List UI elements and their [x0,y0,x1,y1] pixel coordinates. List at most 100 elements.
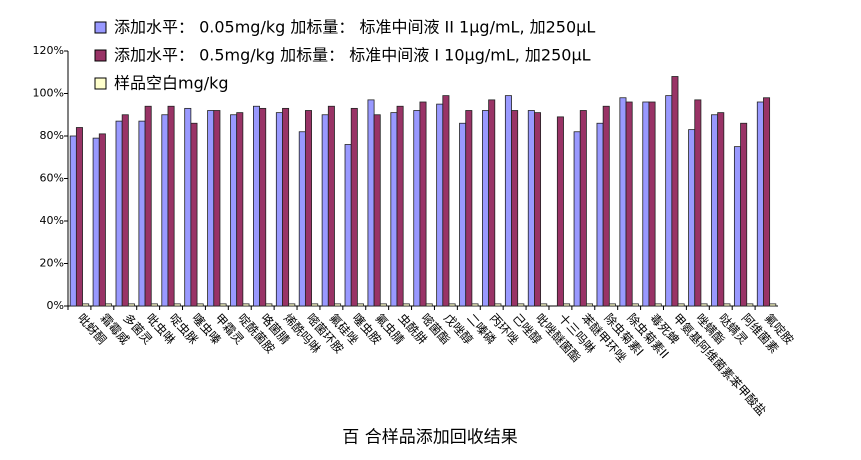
y-tick-label: 60% [40,172,64,185]
bar [465,110,473,307]
bar [488,99,496,307]
bar [173,303,181,307]
bar [121,114,129,307]
legend-swatch [94,77,107,90]
bar [82,303,90,307]
chart-title: 百 合样品添加回收结果 [342,428,517,448]
bar [425,303,433,307]
bar [746,303,754,307]
bar [763,97,771,307]
bar [665,95,673,307]
legend-swatch [94,21,107,34]
bar [253,105,260,307]
bar [344,144,352,307]
bar [207,110,215,307]
bar [511,110,519,307]
bar [442,95,450,307]
bar [717,112,725,307]
bar [379,303,387,307]
y-tick-label: 100% [33,87,64,100]
y-tick-label: 120% [33,44,64,57]
bar [642,101,650,307]
bar [625,101,633,307]
bar [190,122,198,307]
bar [482,110,490,307]
bar [356,303,364,307]
bar [648,101,656,307]
bar [75,127,83,307]
bar [304,110,312,307]
bar [219,303,227,307]
bar [184,107,192,307]
bar [459,122,467,307]
bar [733,146,741,307]
bar [92,137,100,307]
bar [677,303,685,307]
bar [367,99,375,307]
bar [671,76,679,307]
bar [396,105,404,307]
bar [527,110,535,307]
bar [619,97,627,307]
bar [138,120,146,307]
bar [321,114,329,307]
legend-label: 添加水平： 0.5mg/kg 加标量： 标准中间液 I 10μg/mL, 加25… [114,46,591,65]
legend-label: 添加水平： 0.05mg/kg 加标量： 标准中间液 II 1μg/mL, 加2… [114,18,595,37]
bar [573,131,581,307]
bar [756,101,764,307]
bar [288,303,296,307]
bar [471,303,479,307]
bar [688,129,696,307]
bar [413,110,421,307]
bar [723,303,731,307]
bar [517,303,525,307]
bar [448,303,456,307]
bar [579,110,587,307]
y-tick-label: 40% [40,214,64,227]
bar [213,110,221,307]
bar [700,303,708,307]
bar [654,303,662,307]
bar [105,303,113,307]
bar [230,114,238,307]
bar [334,303,342,307]
bar [504,95,512,307]
bar [242,303,250,307]
bar [127,303,135,307]
bar [161,114,169,307]
bar [402,303,410,307]
bar [167,105,175,307]
bar [236,112,244,307]
bar [563,303,571,307]
bar [494,303,502,307]
bar [540,303,548,307]
bar [534,112,542,307]
bar [298,131,306,307]
bar [115,120,123,307]
bar [711,114,719,307]
bar [282,107,290,307]
bar [608,303,616,307]
y-tick-label: 20% [40,257,64,270]
bar [586,303,593,307]
bar [602,105,610,307]
bar [373,114,381,307]
bar [275,112,283,307]
legend-label: 样品空白mg/kg [114,74,229,93]
bar [350,107,358,307]
bar [150,303,158,307]
bar [556,116,564,307]
bar [631,303,639,307]
bar [98,133,106,307]
bar [311,303,319,307]
bar [694,99,702,307]
bar [596,122,604,307]
bar [259,107,267,307]
bar [196,303,204,307]
bar [769,303,777,307]
bar [740,122,748,307]
bar [265,303,273,307]
bar [69,135,77,307]
bar [144,105,152,307]
